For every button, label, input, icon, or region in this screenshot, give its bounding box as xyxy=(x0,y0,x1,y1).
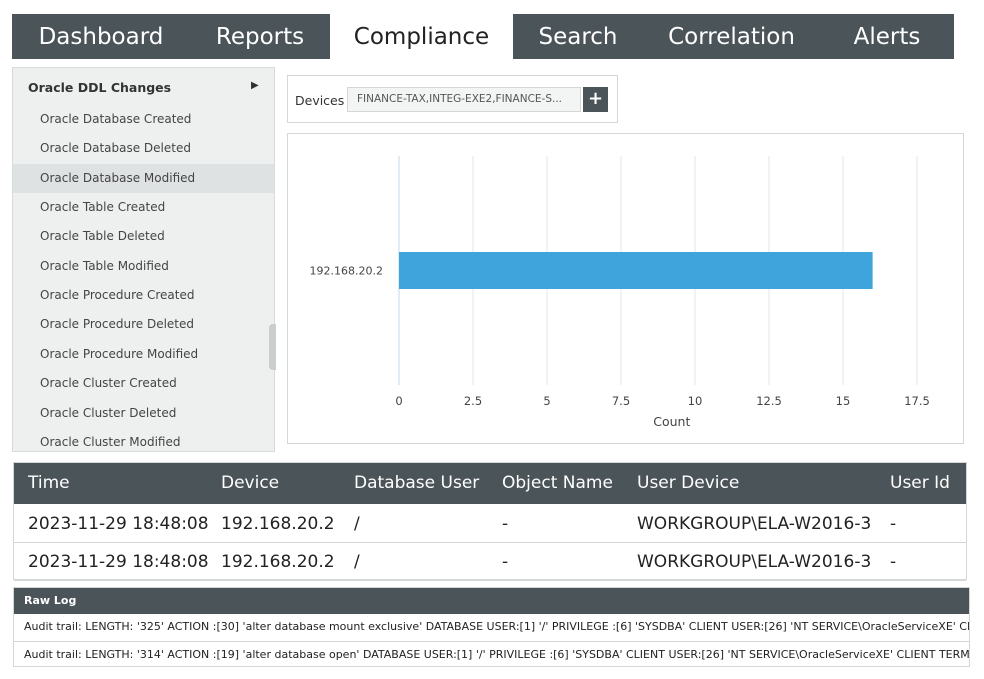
cell: / xyxy=(354,514,360,534)
add-button[interactable]: + xyxy=(583,87,608,112)
arrow-icon: ▶ xyxy=(251,80,259,91)
sidebar-item[interactable]: Oracle Cluster Deleted xyxy=(40,405,177,420)
sidebar-item[interactable]: Oracle Table Deleted xyxy=(40,229,165,244)
devices-label: Devices xyxy=(295,93,345,108)
chart-panel: 0 2.5 5 7.5 10 12.5 15 17.5 Count 192.168.20.2 xyxy=(287,133,964,444)
nav-tab[interactable]: Reports xyxy=(215,24,305,50)
row-divider xyxy=(14,542,966,543)
cell: 2023-11-29 18:48:08 xyxy=(28,552,209,572)
sidebar-item[interactable]: Oracle Database Modified xyxy=(13,163,274,193)
cell: 2023-11-29 18:48:08 xyxy=(28,514,209,534)
x-tick-label: 5 xyxy=(543,394,550,408)
x-tick-label: 2.5 xyxy=(464,394,482,408)
log-line: Audit trail: LENGTH: '314' ACTION :[19] … xyxy=(14,641,969,666)
sidebar-title[interactable]: Oracle DDL Changes xyxy=(28,80,172,95)
column-header: User Id xyxy=(890,473,950,493)
column-header: Device xyxy=(221,473,280,493)
cell: - xyxy=(502,514,509,534)
raw-log-header: Raw Log xyxy=(14,588,969,614)
cell: 192.168.20.2 xyxy=(221,514,335,534)
cell: - xyxy=(890,514,897,534)
sidebar-item[interactable]: Oracle Cluster Modified xyxy=(40,434,181,449)
cell: - xyxy=(502,552,509,572)
sidebar-item[interactable]: Oracle Cluster Created xyxy=(40,376,177,391)
column-header: User Device xyxy=(637,473,740,493)
x-tick-label: 12.5 xyxy=(756,394,782,408)
nav-tab[interactable]: Correlation xyxy=(668,24,795,50)
sidebar-item[interactable]: Oracle Table Modified xyxy=(40,258,169,273)
cell: 192.168.20.2 xyxy=(221,552,335,572)
nav-tab[interactable]: Alerts xyxy=(853,24,921,50)
column-header: Object Name xyxy=(502,473,613,493)
bar xyxy=(399,252,873,289)
log-line: Audit trail: LENGTH: '325' ACTION :[30] … xyxy=(24,620,970,633)
sidebar-item[interactable]: Oracle Database Deleted xyxy=(40,141,191,156)
column-header: Time xyxy=(28,473,70,493)
x-tick-label: 0 xyxy=(395,394,402,408)
x-tick-label: 10 xyxy=(688,394,703,408)
nav-tab[interactable]: Dashboard xyxy=(38,24,164,50)
sidebar-item[interactable]: Oracle Procedure Deleted xyxy=(40,317,195,332)
nav-bar: Dashboard Reports Compliance Search Correlat… xyxy=(12,14,954,59)
y-tick-label: 192.168.20.2 xyxy=(310,265,383,278)
sidebar: Oracle DDL Changes ▶ Oracle Database Cre… xyxy=(12,67,275,452)
x-tick-label: 17.5 xyxy=(904,394,930,408)
table-header xyxy=(14,463,966,504)
devices-input[interactable]: FINANCE-TAX,INTEG-EXE2,FINANCE-S... xyxy=(347,87,581,112)
sidebar-item[interactable]: Oracle Procedure Created xyxy=(40,288,195,303)
chart: 0 2.5 5 7.5 10 12.5 15 17.5 Count 192.168.20.2 xyxy=(310,156,930,429)
sidebar-item[interactable]: Oracle Database Created xyxy=(40,112,192,126)
cell: / xyxy=(354,552,360,572)
x-axis-label: Count xyxy=(653,414,690,429)
cell: WORKGROUP\ELA-W2016-3 xyxy=(637,552,872,572)
nav-tab[interactable]: Search xyxy=(538,24,618,50)
x-tick-label: 7.5 xyxy=(612,394,630,408)
x-tick-label: 15 xyxy=(836,394,851,408)
cell: WORKGROUP\ELA-W2016-3 xyxy=(637,514,872,534)
sidebar-item[interactable]: Oracle Procedure Modified xyxy=(40,346,199,361)
devices-filter: Devices FINANCE-TAX,INTEG-EXE2,FINANCE-S… xyxy=(287,75,618,123)
row-divider xyxy=(14,580,966,581)
collapse-handle[interactable] xyxy=(269,324,276,370)
column-header: Database User xyxy=(354,473,480,493)
sidebar-item[interactable]: Oracle Table Created xyxy=(40,200,166,215)
nav-tab[interactable]: Compliance xyxy=(330,14,513,59)
raw-log: Raw Log Audit trail: LENGTH: '325' ACTIO… xyxy=(13,587,970,667)
events-table: Time Device Database User Object Name User D… xyxy=(13,462,967,581)
cell: - xyxy=(890,552,897,572)
